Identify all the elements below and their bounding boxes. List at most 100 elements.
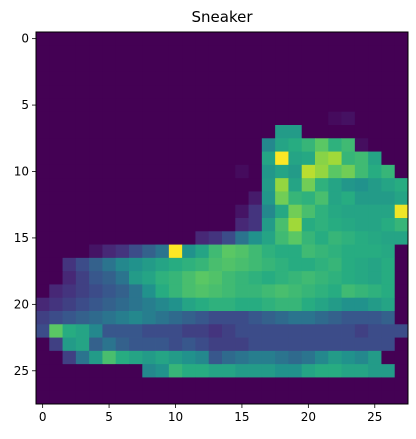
heatmap-cell [142, 125, 156, 139]
heatmap-cell [182, 32, 196, 46]
heatmap-cell [89, 125, 103, 139]
heatmap-cell [222, 98, 236, 113]
heatmap-cell [288, 244, 303, 259]
heatmap-cell [208, 71, 223, 86]
heatmap-cell [75, 364, 90, 378]
heatmap-cell [341, 350, 356, 365]
heatmap-cell [368, 45, 382, 59]
heatmap-cell [341, 125, 356, 139]
heatmap-cell [354, 178, 369, 192]
heatmap-cell [222, 191, 236, 206]
heatmap-cell [62, 111, 77, 126]
heatmap-cell [381, 364, 396, 378]
heatmap-cell [208, 271, 223, 285]
heatmap-cell [368, 244, 382, 259]
heatmap-cell [275, 218, 289, 232]
heatmap-cell [208, 337, 223, 352]
heatmap-cell [248, 138, 263, 152]
heatmap-cell [368, 271, 382, 285]
heatmap-cell [49, 231, 63, 245]
heatmap-cell [49, 58, 63, 73]
heatmap-cell [222, 311, 236, 325]
heatmap-cell [75, 71, 90, 86]
heatmap-cell [354, 284, 369, 299]
heatmap-cell [182, 85, 196, 99]
heatmap-cell [36, 45, 50, 59]
heatmap-cell [261, 390, 276, 405]
heatmap-cell [235, 98, 249, 113]
heatmap-cell [261, 311, 276, 325]
heatmap-cell [381, 125, 396, 139]
heatmap-cell [115, 45, 130, 59]
heatmap-cell [102, 350, 117, 365]
heatmap-cell [155, 164, 170, 179]
heatmap-cell [261, 271, 276, 285]
heatmap-cell [288, 284, 303, 299]
heatmap-cell [341, 85, 356, 99]
heatmap-cell [115, 71, 130, 86]
heatmap-cell [182, 178, 196, 192]
heatmap-cell [222, 45, 236, 59]
heatmap-cell [182, 218, 196, 232]
heatmap-cell [328, 377, 342, 392]
heatmap-cell [248, 218, 263, 232]
heatmap-cell [142, 111, 156, 126]
heatmap-cell [129, 178, 143, 192]
heatmap-cell [301, 324, 316, 338]
heatmap-cell [222, 377, 236, 392]
heatmap-cell [49, 218, 63, 232]
heatmap-cell [235, 85, 249, 99]
heatmap-cell [168, 297, 183, 312]
heatmap-cell [315, 125, 329, 139]
heatmap-cell [208, 58, 223, 73]
chart-title: Sneaker [191, 8, 253, 26]
heatmap-cell [115, 284, 130, 299]
heatmap-cell [102, 271, 117, 285]
heatmap-cell [381, 218, 396, 232]
heatmap-cell [368, 364, 382, 378]
heatmap-cell [208, 364, 223, 378]
heatmap-cell [155, 45, 170, 59]
heatmap-cell [261, 71, 276, 86]
heatmap-cell [381, 350, 396, 365]
heatmap-cell [248, 164, 263, 179]
heatmap-cell [102, 311, 117, 325]
heatmap-cell [129, 138, 143, 152]
heatmap-cell [261, 284, 276, 299]
heatmap-cell [208, 151, 223, 166]
heatmap-cell [36, 111, 50, 126]
heatmap-cell [222, 218, 236, 232]
heatmap-cell [155, 271, 170, 285]
heatmap-cell [102, 204, 117, 219]
heatmap-cell [62, 32, 77, 46]
heatmap-cell [36, 32, 50, 46]
heatmap-cell [89, 58, 103, 73]
heatmap-cell [115, 191, 130, 206]
heatmap-cell [89, 85, 103, 99]
heatmap-cell [155, 231, 170, 245]
heatmap-cell [328, 58, 342, 73]
heatmap-cell [89, 377, 103, 392]
heatmap-cell [102, 364, 117, 378]
heatmap-cell [75, 377, 90, 392]
heatmap-cell [354, 271, 369, 285]
heatmap-cell [142, 98, 156, 113]
heatmap-cell [129, 297, 143, 312]
heatmap-cell [36, 85, 50, 99]
heatmap-cell [49, 98, 63, 113]
heatmap-cell [394, 364, 409, 378]
heatmap-cell [208, 32, 223, 46]
heatmap-cell [288, 58, 303, 73]
heatmap-cell [328, 32, 342, 46]
heatmap-cell [75, 337, 90, 352]
heatmap-cell [102, 324, 117, 338]
heatmap-cell [115, 257, 130, 272]
heatmap-cell [354, 45, 369, 59]
heatmap-cell [168, 284, 183, 299]
heatmap-cell [195, 324, 210, 338]
heatmap-cell [115, 390, 130, 405]
heatmap-cell [155, 71, 170, 86]
heatmap-cell [394, 337, 409, 352]
heatmap-cell [195, 85, 210, 99]
heatmap-cell [261, 204, 276, 219]
